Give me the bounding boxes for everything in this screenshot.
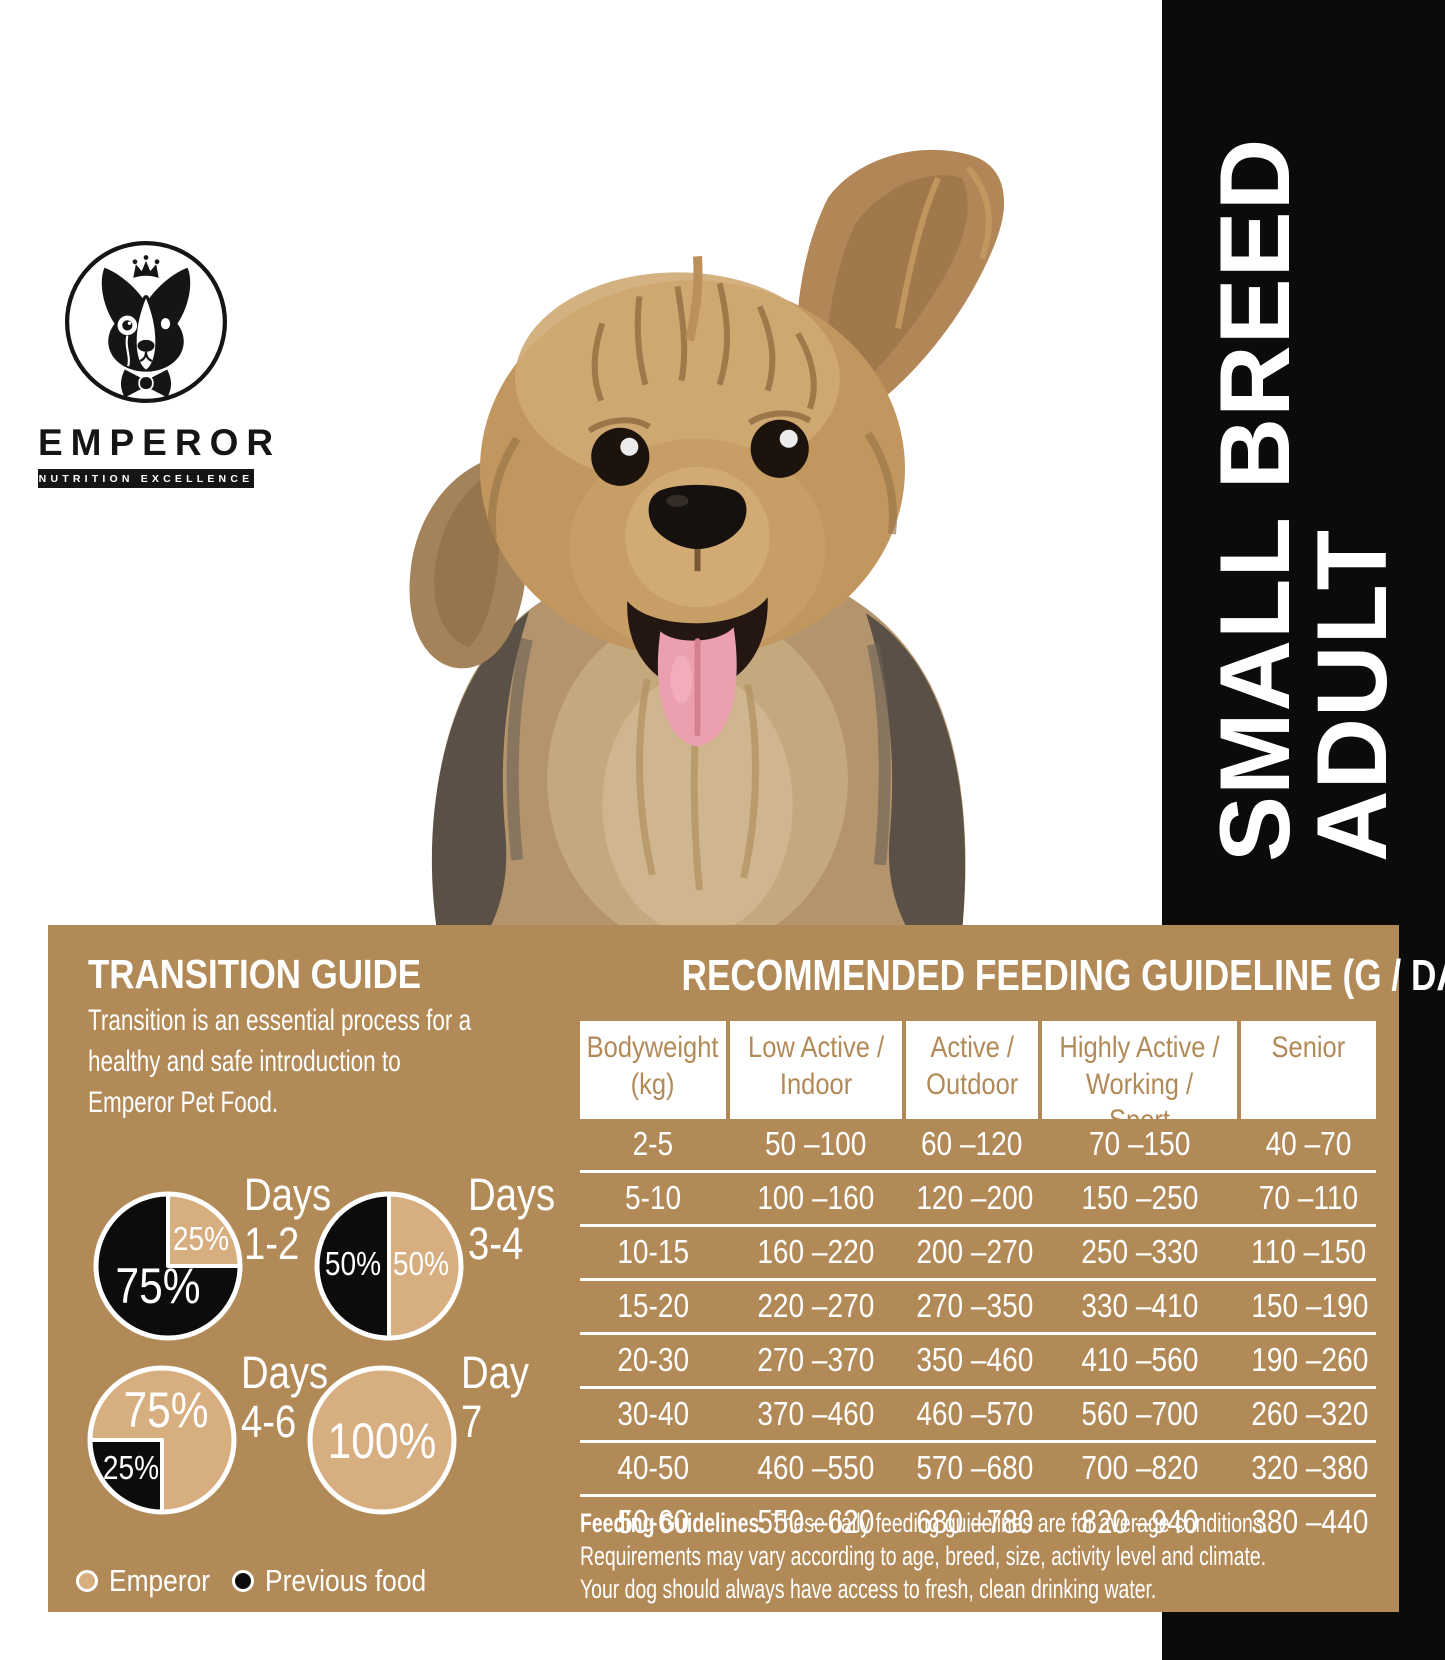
table-row: 40-50 460 –550 570 –680 700 –820 320 –38… xyxy=(580,1443,1376,1497)
transition-guide-description: Transition is an essential process for a… xyxy=(88,1001,599,1123)
feeding-guidelines-note: Feeding Guidelines: These daily feeding … xyxy=(580,1507,1445,1606)
pie-slice-label: 25% xyxy=(172,1220,230,1257)
table-row: 5-10 100 –160 120 –200 150 –250 70 –110 xyxy=(580,1173,1376,1227)
feeding-guideline-title: RECOMMENDED FEEDING GUIDELINE (G / DAY) xyxy=(681,951,1445,1000)
table-row: 15-20 220 –270 270 –350 330 –410 150 –19… xyxy=(580,1281,1376,1335)
note-line: Feeding Guidelines: These daily feeding … xyxy=(580,1508,1268,1538)
column-header: Senior xyxy=(1241,1021,1376,1119)
transition-guide-title: TRANSITION GUIDE xyxy=(88,951,422,997)
brand-name: EMPEROR xyxy=(38,422,282,463)
pie-slice-label: 50% xyxy=(392,1245,450,1282)
pie-slice-label: 100% xyxy=(327,1413,437,1469)
pie-slice-label: 75% xyxy=(115,1258,201,1314)
pie-chart-days-3-4: 50% 50% xyxy=(309,1186,469,1346)
brand-logo: EMPEROR NUTRITION EXCELLENCE xyxy=(38,238,282,488)
dog-photo xyxy=(375,138,1020,951)
note-line: Your dog should always have access to fr… xyxy=(580,1573,1157,1604)
column-header: Highly Active / Working / Sport xyxy=(1042,1021,1237,1137)
description-line: healthy and safe introduction to xyxy=(88,1044,401,1078)
feeding-table: Bodyweight (kg) Low Active / Indoor Acti… xyxy=(580,1021,1376,1548)
pie-slice-label: 75% xyxy=(123,1382,209,1438)
side-banner-line2: ADULT xyxy=(1295,528,1407,862)
pie-days-label: Days 1-2 xyxy=(244,1169,332,1269)
legend-item-previous-food: Previous food xyxy=(232,1563,455,1599)
yorkshire-terrier-icon xyxy=(409,149,1005,951)
table-row: 20-30 270 –370 350 –460 410 –560 190 –26… xyxy=(580,1335,1376,1389)
note-line: Requirements may vary according to age, … xyxy=(580,1540,1267,1571)
pie-days-1-2-icon xyxy=(93,1191,243,1341)
legend-label: Previous food xyxy=(265,1563,427,1598)
description-line: Transition is an essential process for a xyxy=(88,1004,472,1037)
description-line: Emperor Pet Food. xyxy=(88,1085,279,1119)
table-row: 30-40 370 –460 460 –570 560 –700 260 –32… xyxy=(580,1389,1376,1443)
previous-food-legend-dot-icon xyxy=(232,1570,254,1592)
table-row: 50-60 550 –620 680 –780 820 –940 380 –44… xyxy=(617,1503,1369,1540)
legend-label: Emperor xyxy=(109,1563,211,1598)
table-row: 10-15 160 –220 200 –270 250 –330 110 –15… xyxy=(580,1227,1376,1281)
pie-days-label: Days 4-6 xyxy=(241,1347,329,1447)
column-header: Low Active / Indoor xyxy=(730,1021,902,1119)
column-header: Bodyweight (kg) xyxy=(580,1021,726,1119)
pie-chart-day-7: 100% xyxy=(302,1360,462,1520)
pie-days-label: Day 7 xyxy=(461,1347,530,1447)
table-row: 2-5 50 –100 60 –120 70 –150 40 –70 xyxy=(580,1119,1376,1173)
pie-days-3-4-icon xyxy=(314,1191,464,1341)
pie-slice-label: 50% xyxy=(324,1245,382,1282)
pie-days-label: Days 3-4 xyxy=(468,1169,556,1269)
column-header: Active / Outdoor xyxy=(906,1021,1038,1119)
brand-tagline: NUTRITION EXCELLENCE xyxy=(38,469,254,488)
feeding-table-header: Bodyweight (kg) Low Active / Indoor Acti… xyxy=(580,1021,1376,1137)
side-banner-line1: SMALL BREED xyxy=(1199,137,1311,862)
pie-day-7-icon xyxy=(307,1365,457,1515)
pie-chart-days-4-6: 75% 25% xyxy=(82,1360,242,1520)
info-panel: TRANSITION GUIDE Transition is an essent… xyxy=(48,925,1445,1612)
corgi-emblem-icon xyxy=(64,240,228,404)
pie-slice-label: 25% xyxy=(102,1449,160,1486)
pie-chart-days-1-2: 25% 75% xyxy=(88,1186,248,1346)
note-bold-prefix: Feeding Guidelines: xyxy=(580,1508,766,1538)
legend-item-emperor: Emperor xyxy=(76,1563,228,1599)
pie-days-4-6-icon xyxy=(87,1365,237,1515)
emperor-legend-dot-icon xyxy=(76,1570,98,1592)
